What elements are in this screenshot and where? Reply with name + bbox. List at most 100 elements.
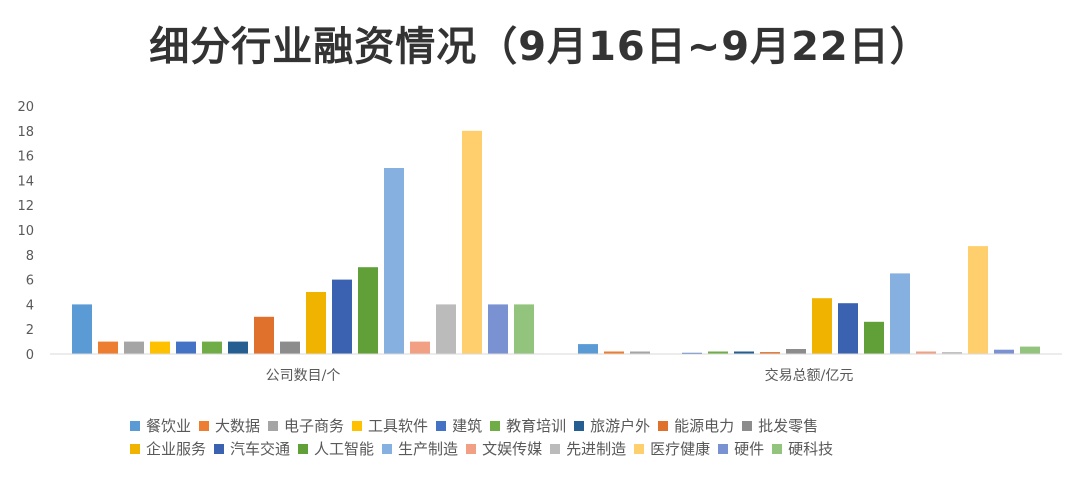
legend-swatch xyxy=(130,420,140,431)
bar xyxy=(72,304,92,354)
legend-item: 教育培训 xyxy=(490,414,566,437)
legend-item: 批发零售 xyxy=(742,414,818,437)
legend-swatch xyxy=(130,443,140,454)
bar xyxy=(384,168,404,354)
legend-item: 硬件 xyxy=(718,437,764,460)
y-tick-label: 10 xyxy=(17,224,34,239)
bar xyxy=(306,292,326,354)
y-tick-label: 12 xyxy=(17,199,34,214)
legend-swatch xyxy=(466,443,477,454)
y-tick-label: 18 xyxy=(17,125,34,140)
y-tick-label: 16 xyxy=(17,150,34,165)
legend-label: 能源电力 xyxy=(674,417,735,435)
legend-swatch xyxy=(574,420,585,431)
y-tick-label: 4 xyxy=(26,298,34,313)
legend-item: 电子商务 xyxy=(268,414,344,437)
bar xyxy=(280,341,300,354)
bar-chart: 0 2 4 6 8 10 12 14 16 18 20 公司数目/个 交易总额/亿元 xyxy=(17,100,1062,384)
legend-swatch xyxy=(298,443,309,454)
bar xyxy=(358,267,378,354)
bar xyxy=(708,351,728,354)
legend-label: 建筑 xyxy=(452,417,483,435)
legend-item: 大数据 xyxy=(199,414,260,437)
bar xyxy=(786,349,806,354)
legend-swatch xyxy=(634,443,645,454)
legend-item: 工具软件 xyxy=(352,414,428,437)
legend-swatch xyxy=(772,443,783,454)
legend-item: 旅游户外 xyxy=(574,414,650,437)
legend-label: 电子商务 xyxy=(284,417,345,435)
bar xyxy=(812,298,832,354)
legend-label: 硬件 xyxy=(734,440,765,458)
bar xyxy=(968,246,988,354)
legend: 餐饮业 大数据 电子商务 工具软件 建筑 教育培训 旅游户外 能源电力 批发零售企业服务 汽车交通… xyxy=(130,414,1010,460)
bar xyxy=(410,341,430,354)
legend-item: 餐饮业 xyxy=(130,414,191,437)
legend-item: 人工智能 xyxy=(298,437,374,460)
bar xyxy=(462,130,482,354)
bar xyxy=(228,341,248,354)
x-category-label: 公司数目/个 xyxy=(266,368,341,384)
y-tick-label: 20 xyxy=(17,100,34,115)
y-axis: 0 2 4 6 8 10 12 14 16 18 20 xyxy=(17,100,34,363)
legend-label: 文娱传媒 xyxy=(482,440,543,458)
bar xyxy=(514,304,534,354)
bar xyxy=(682,352,702,354)
legend-swatch xyxy=(658,420,669,431)
legend-label: 先进制造 xyxy=(566,440,627,458)
bar xyxy=(838,303,858,354)
chart-title: 细分行业融资情况（9月16日~9月22日） xyxy=(149,24,931,70)
bar xyxy=(254,316,274,354)
legend-label: 企业服务 xyxy=(146,440,207,458)
bar xyxy=(202,341,222,354)
y-tick-label: 14 xyxy=(17,174,34,189)
bar xyxy=(734,351,754,354)
legend-swatch xyxy=(352,420,363,431)
legend-label: 生产制造 xyxy=(398,440,459,458)
legend-swatch xyxy=(268,420,279,431)
legend-label: 人工智能 xyxy=(314,440,375,458)
bar xyxy=(124,341,144,354)
legend-label: 餐饮业 xyxy=(146,417,192,435)
bar xyxy=(890,273,910,354)
legend-item: 先进制造 xyxy=(550,437,626,460)
bar xyxy=(150,341,170,354)
legend-item: 文娱传媒 xyxy=(466,437,542,460)
legend-label: 汽车交通 xyxy=(230,440,291,458)
legend-item: 建筑 xyxy=(436,414,482,437)
legend-row: 餐饮业 大数据 电子商务 工具软件 建筑 教育培训 旅游户外 能源电力 批发零售 xyxy=(130,414,1010,437)
y-tick-label: 0 xyxy=(26,348,34,363)
bar xyxy=(994,349,1014,354)
bar xyxy=(98,341,118,354)
bar xyxy=(436,304,456,354)
bars xyxy=(72,130,1040,354)
legend-row: 企业服务 汽车交通 人工智能 生产制造 文娱传媒 先进制造 医疗健康 硬件 硬科技 xyxy=(130,437,1010,460)
legend-label: 教育培训 xyxy=(506,417,567,435)
y-tick-label: 2 xyxy=(26,323,34,338)
bar xyxy=(630,351,650,354)
legend-swatch xyxy=(718,443,729,454)
x-category-label: 交易总额/亿元 xyxy=(765,367,854,384)
legend-item: 硬科技 xyxy=(772,437,833,460)
legend-item: 生产制造 xyxy=(382,437,458,460)
legend-label: 工具软件 xyxy=(368,417,429,435)
legend-label: 硬科技 xyxy=(788,440,834,458)
legend-item: 汽车交通 xyxy=(214,437,290,460)
legend-label: 医疗健康 xyxy=(650,440,711,458)
bar xyxy=(176,341,196,354)
legend-item: 能源电力 xyxy=(658,414,734,437)
legend-swatch xyxy=(550,443,561,454)
legend-swatch xyxy=(742,420,753,431)
bar xyxy=(916,351,936,354)
y-tick-label: 6 xyxy=(26,274,34,289)
y-tick-label: 8 xyxy=(26,249,34,264)
legend-swatch xyxy=(436,420,447,431)
bar xyxy=(604,351,624,354)
legend-swatch xyxy=(199,420,210,431)
legend-swatch xyxy=(490,420,501,431)
bar xyxy=(332,279,352,354)
legend-label: 大数据 xyxy=(215,417,261,435)
legend-swatch xyxy=(382,443,393,454)
bar xyxy=(760,352,780,354)
legend-swatch xyxy=(214,443,225,454)
